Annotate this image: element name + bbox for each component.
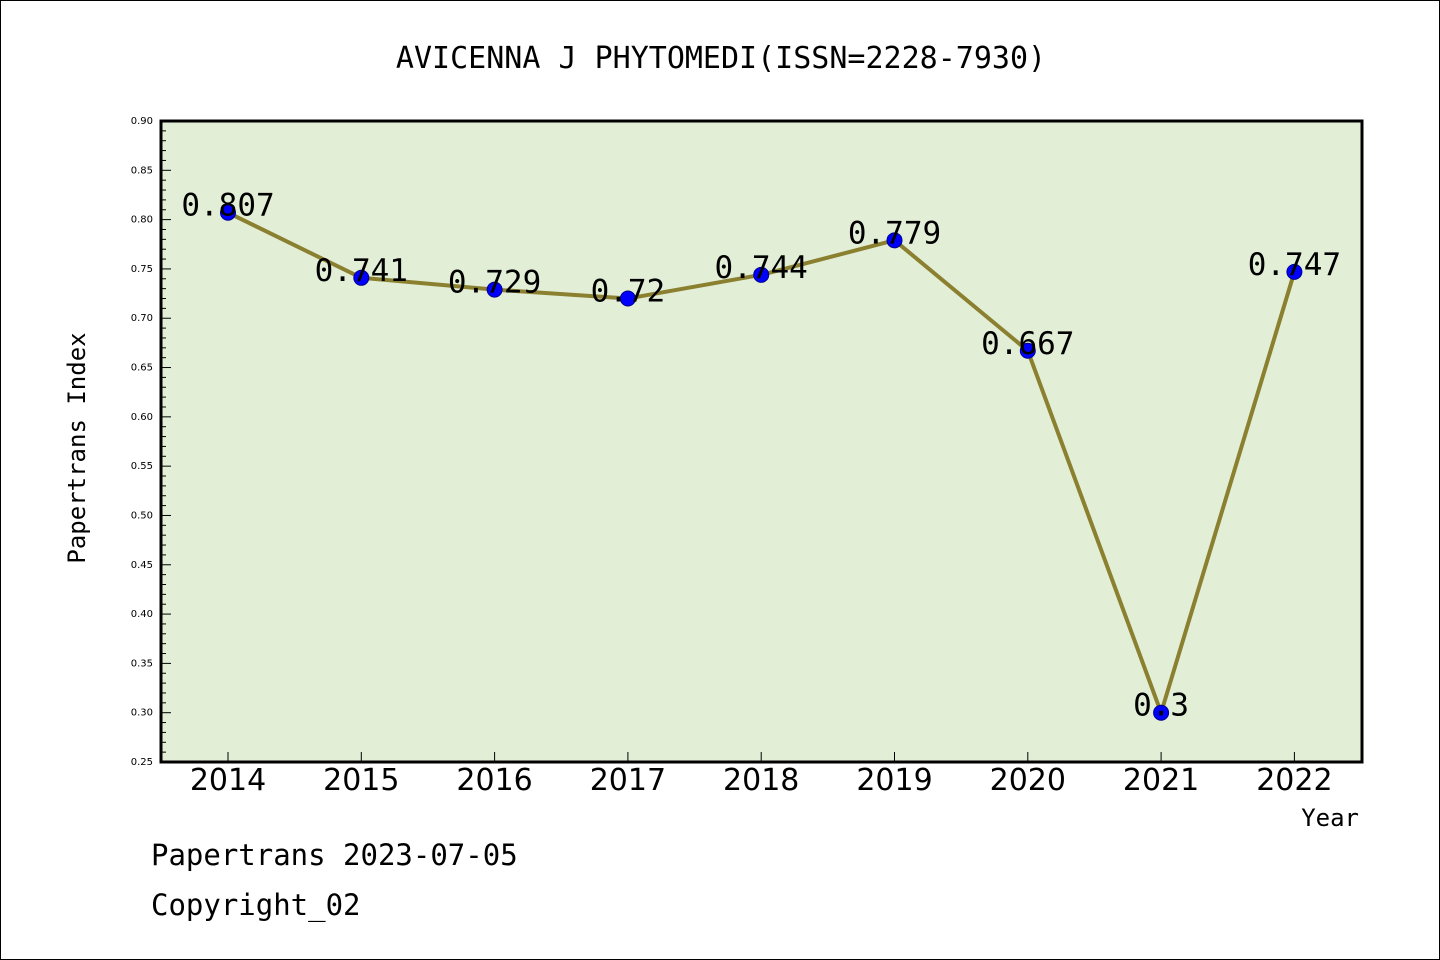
x-tick-label: 2017 [590, 763, 666, 798]
y-axis-label: Papertrans Index [63, 332, 91, 563]
y-tick-label: 0.55 [131, 461, 153, 472]
data-point [619, 290, 636, 307]
data-label: 0.744 [715, 250, 808, 286]
data-point [486, 281, 503, 298]
y-tick-label: 0.85 [131, 165, 153, 176]
y-tick-label: 0.60 [131, 412, 153, 423]
data-point [1019, 342, 1036, 359]
chart-title: AVICENNA J PHYTOMEDI(ISSN=2228-7930) [396, 41, 1046, 76]
y-axis: 0.25 0.30 0.35 0.40 0.45 0.50 0.55 0.60 0.65 0.70… [131, 116, 171, 768]
data-label: 0.667 [981, 326, 1074, 362]
data-label: 0.747 [1248, 247, 1341, 283]
y-tick-label: 0.80 [131, 215, 153, 226]
data-label: 0.807 [181, 188, 274, 224]
y-tick-label: 0.65 [131, 363, 153, 374]
data-label: 0.3 [1133, 688, 1189, 724]
y-tick-label: 0.50 [131, 510, 153, 521]
y-tick-label: 0.35 [131, 658, 153, 669]
data-labels: 0.807 0.741 0.729 0.72 0.744 0.779 0.667 0.3 0.7… [181, 188, 1341, 724]
x-tick-label: 2020 [990, 763, 1066, 798]
y-tick-label: 0.90 [131, 116, 153, 127]
x-axis: 2014 2015 2016 2017 2018 2019 2020 2021 2022 [190, 752, 1333, 798]
x-axis-label: Year [1301, 804, 1359, 832]
data-point [1153, 704, 1170, 721]
data-label: 0.741 [315, 253, 408, 289]
x-tick-label: 2018 [723, 763, 799, 798]
plot-area [159, 119, 1364, 764]
x-tick-label: 2019 [856, 763, 932, 798]
data-label: 0.779 [848, 215, 941, 251]
footer-copyright: Copyright_02 [151, 888, 361, 923]
y-tick-label: 0.75 [131, 264, 153, 275]
data-point [886, 232, 903, 249]
x-tick-label: 2016 [456, 763, 532, 798]
footer-date: Papertrans 2023-07-05 [151, 838, 518, 872]
data-point [353, 269, 370, 286]
x-tick-label: 2014 [190, 763, 266, 798]
data-label: 0.72 [591, 274, 666, 310]
y-tick-label: 0.70 [131, 313, 153, 324]
y-tick-label: 0.40 [131, 609, 153, 620]
x-tick-label: 2022 [1256, 763, 1332, 798]
data-label: 0.729 [448, 265, 541, 301]
series-papertrans-index [220, 204, 1303, 721]
y-tick-label: 0.45 [131, 560, 153, 571]
y-tick-label: 0.30 [131, 708, 153, 719]
data-point [220, 204, 236, 221]
x-tick-label: 2015 [323, 763, 399, 798]
data-point [1286, 263, 1303, 280]
y-tick-label: 0.25 [131, 757, 153, 768]
data-point [753, 266, 770, 283]
x-tick-label: 2021 [1123, 763, 1199, 798]
